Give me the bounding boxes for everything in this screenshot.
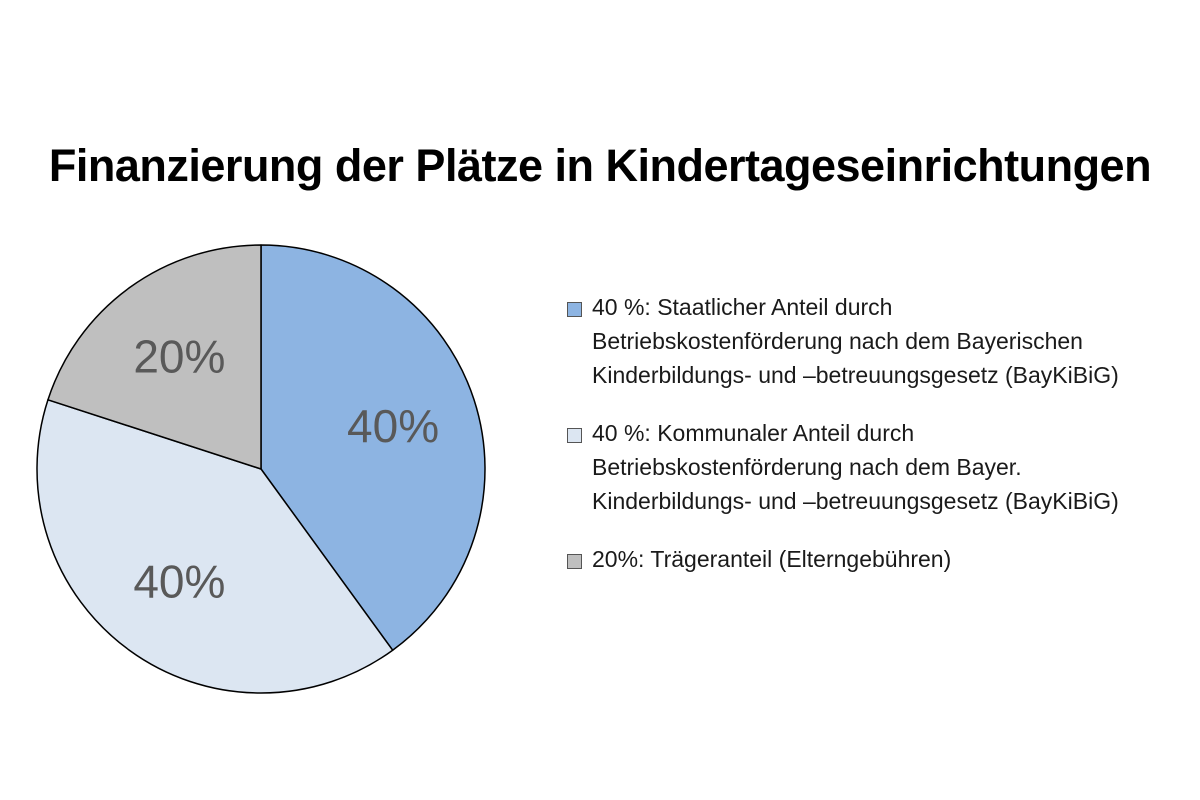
legend-label-line: Kinderbildungs- und –betreuungsgesetz (B…: [592, 362, 1119, 388]
pie-data-label-1: 40%: [347, 400, 439, 452]
legend-label-line: 40 %: Kommunaler Anteil durch: [592, 420, 915, 446]
legend-swatch-2: [567, 428, 582, 443]
chart-title: Finanzierung der Plätze in Kindertagesei…: [48, 140, 1152, 191]
legend-label-line: Kinderbildungs- und –betreuungsgesetz (B…: [592, 488, 1119, 514]
legend-swatch-3: [567, 554, 582, 569]
legend-entry-1: 40 %: Staatlicher Anteil durch Betriebsko…: [567, 290, 1187, 392]
legend-label-line: 40 %: Staatlicher Anteil durch: [592, 294, 893, 320]
legend-label-line: 20%: Trägeranteil (Elterngebühren): [592, 546, 952, 572]
pie-data-label-2: 40%: [133, 555, 225, 607]
pie-slice-1: [260, 244, 486, 651]
pie-data-label-3: 20%: [133, 331, 225, 383]
legend-label-line: Betriebskostenförderung nach dem Bayer.: [592, 454, 1022, 480]
legend-label-2: 40 %: Kommunaler Anteil durch Betriebskos…: [592, 416, 1119, 518]
legend-label-line: Betriebskostenförderung nach dem Bayeris…: [592, 328, 1083, 354]
pie-slice-3: [47, 244, 262, 470]
legend-entry-3: 20%: Trägeranteil (Elterngebühren): [567, 542, 1187, 576]
pie-slice-2: [36, 399, 394, 694]
chart-legend: 40 %: Staatlicher Anteil durch Betriebsko…: [567, 290, 1187, 600]
legend-label-1: 40 %: Staatlicher Anteil durch Betriebsko…: [592, 290, 1119, 392]
legend-label-3: 20%: Trägeranteil (Elterngebühren): [592, 542, 951, 576]
legend-swatch-1: [567, 302, 582, 317]
legend-entry-2: 40 %: Kommunaler Anteil durch Betriebskos…: [567, 416, 1187, 518]
